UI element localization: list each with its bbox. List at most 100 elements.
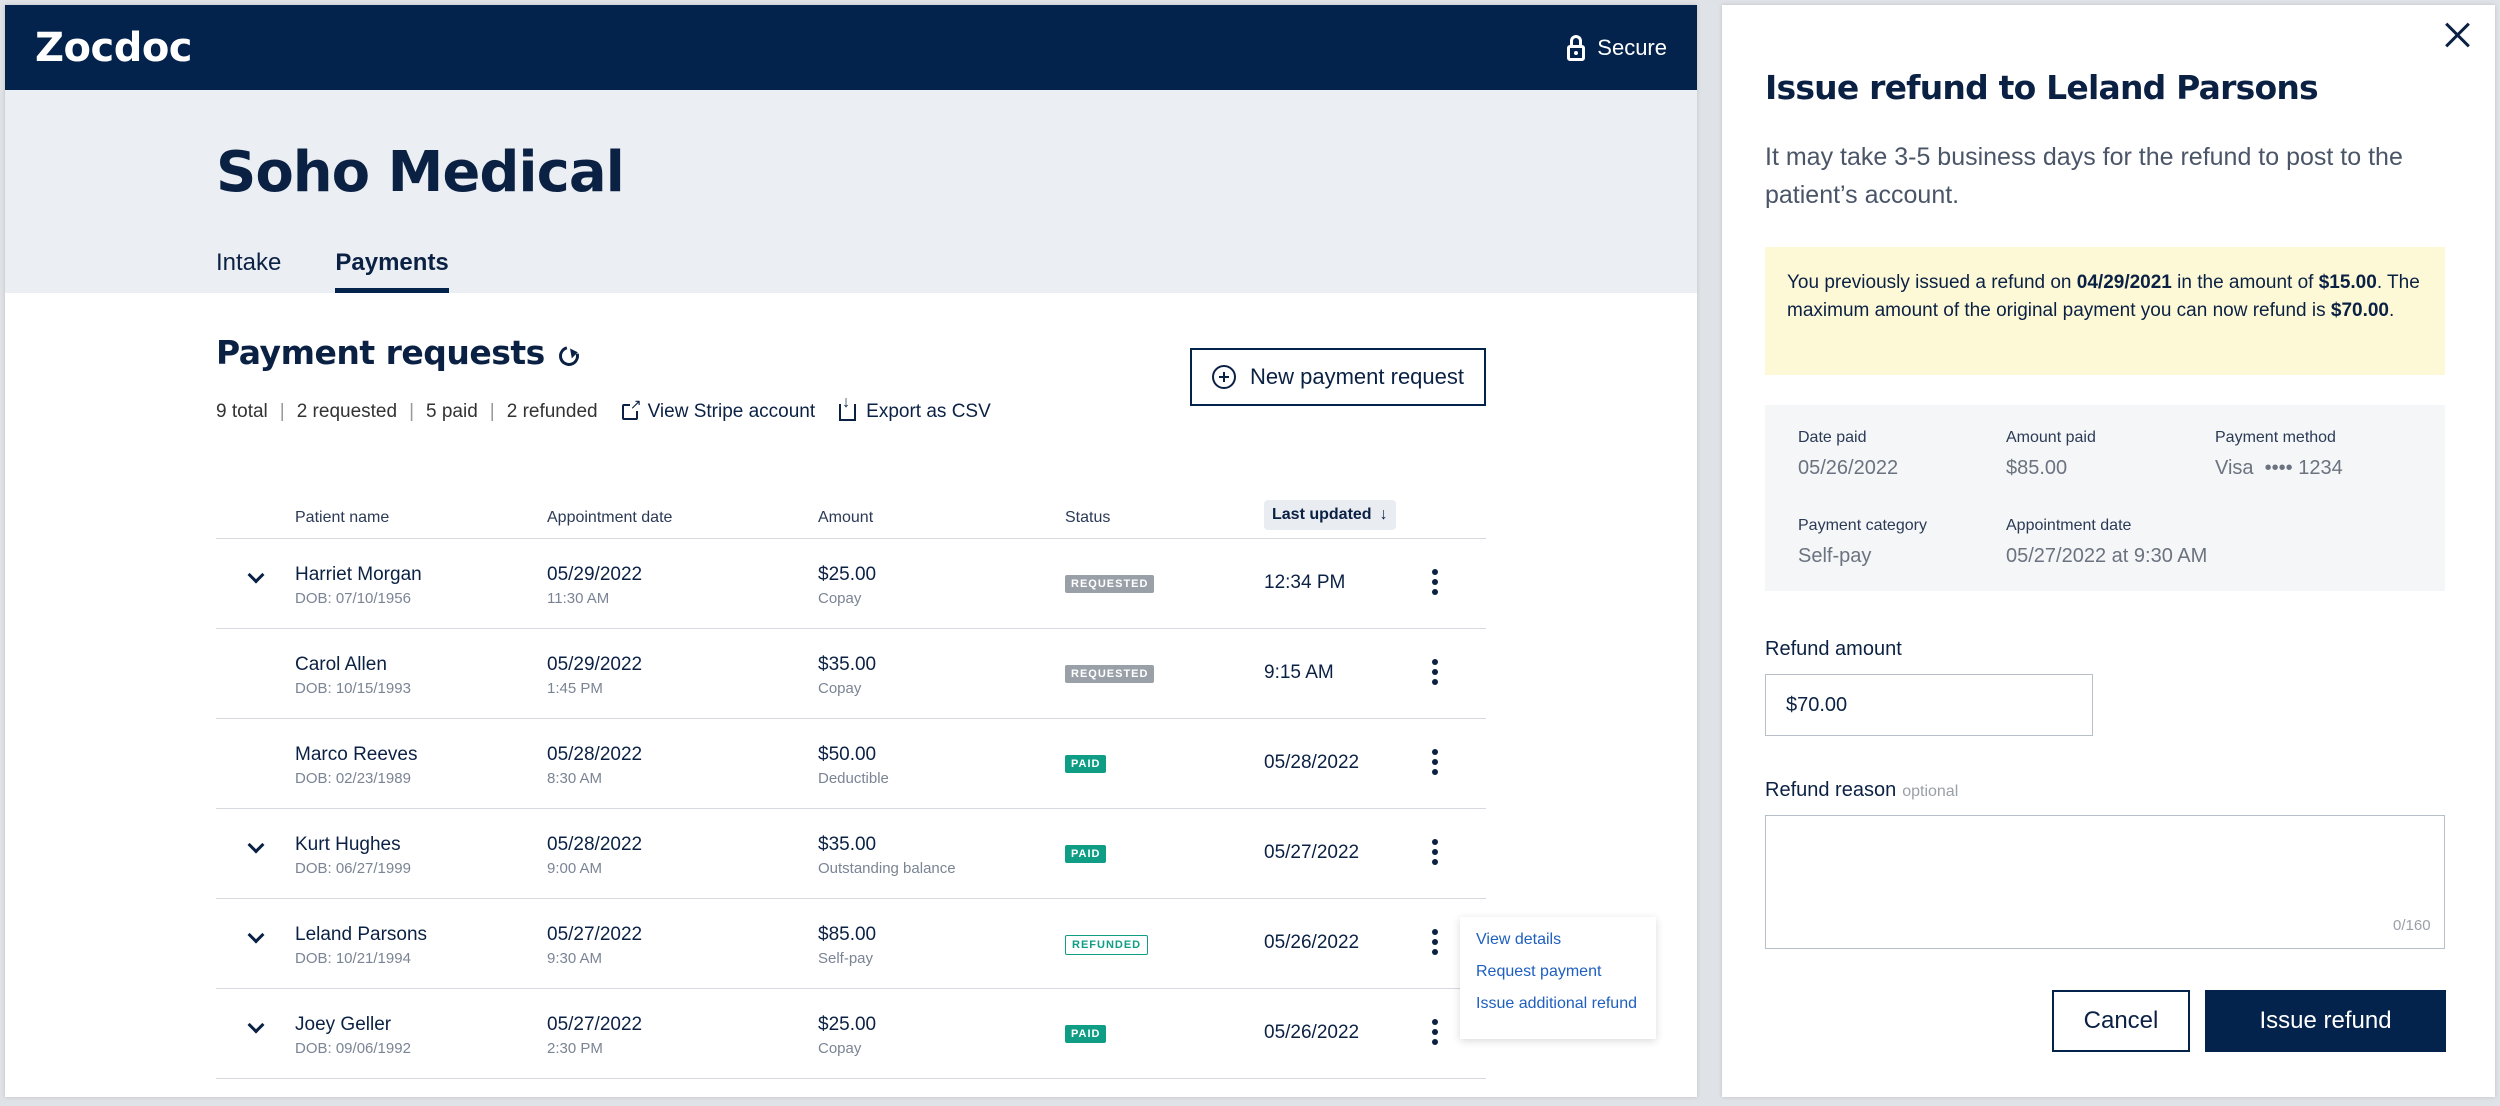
payment-summary: 9 total | 2 requested | 5 paid | 2 refun…: [216, 395, 991, 423]
amount: $25.00: [818, 564, 877, 585]
payment-category-value: Self-pay: [1798, 545, 1872, 567]
table-row[interactable]: Harriet Morgan DOB: 07/10/1956 05/29/202…: [216, 539, 1486, 629]
date-paid-group: Date paid 05/26/2022: [1798, 429, 1898, 480]
tab-intake[interactable]: Intake: [216, 249, 282, 276]
request-payment-menu-item[interactable]: Request payment: [1476, 963, 1602, 980]
appointment-date: 05/27/2022: [547, 924, 643, 945]
more-options-icon[interactable]: [1432, 569, 1438, 595]
payment-requests-header: Payment requests 9 total | 2 requested |…: [216, 293, 1486, 422]
patient-name: Leland Parsons: [295, 924, 428, 945]
top-bar: Zocdoc Secure: [5, 5, 1697, 90]
amount: $50.00: [818, 744, 877, 765]
column-header-patient[interactable]: Patient name: [295, 509, 390, 526]
appointment-date-value: 05/27/2022 at 9:30 AM: [2006, 545, 2208, 567]
export-csv-label: Export as CSV: [866, 401, 991, 422]
more-options-icon[interactable]: [1432, 659, 1438, 685]
date-paid-label: Date paid: [1798, 429, 1867, 446]
optional-hint: optional: [1902, 783, 1959, 800]
appointment-time: 1:45 PM: [547, 680, 603, 697]
payment-category: Copay: [818, 680, 862, 697]
refresh-icon[interactable]: [555, 341, 583, 370]
appointment-date: 05/27/2022: [547, 1014, 643, 1035]
status-badge: PAID: [1065, 845, 1107, 863]
date-paid-value: 05/26/2022: [1798, 457, 1899, 479]
refund-amount-input[interactable]: [1765, 674, 2093, 736]
patient-name: Harriet Morgan: [295, 564, 422, 585]
patient-dob: DOB: 10/21/1994: [295, 950, 411, 967]
more-options-icon[interactable]: [1432, 929, 1438, 955]
chevron-down-icon[interactable]: [247, 1016, 265, 1034]
last-updated: 05/26/2022: [1264, 1022, 1360, 1043]
column-header-appointment[interactable]: Appointment date: [547, 509, 673, 526]
refund-panel: Issue refund to Leland Parsons It may ta…: [1722, 5, 2495, 1097]
view-stripe-label: View Stripe account: [647, 401, 816, 422]
table-row[interactable]: Carol Allen DOB: 10/15/1993 05/29/2022 1…: [216, 629, 1486, 719]
amount: $85.00: [818, 924, 877, 945]
max-refund-amount: $70.00: [2330, 300, 2390, 321]
notice-text-end: .: [2389, 300, 2395, 321]
chevron-down-icon[interactable]: [247, 926, 265, 944]
status-badge: REFUNDED: [1065, 935, 1149, 955]
column-header-amount[interactable]: Amount: [818, 509, 874, 526]
zocdoc-logo[interactable]: Zocdoc: [35, 24, 193, 71]
view-stripe-link[interactable]: View Stripe account: [621, 397, 816, 423]
appointment-time: 9:30 AM: [547, 950, 603, 967]
last-updated: 05/28/2022: [1264, 752, 1360, 773]
last-updated: 05/26/2022: [1264, 932, 1360, 953]
lock-icon: [1567, 34, 1586, 61]
payment-requests-title: Payment requests: [216, 333, 545, 372]
close-icon[interactable]: [2443, 21, 2471, 49]
table-header: Patient name Appointment date Amount Sta…: [216, 493, 1486, 539]
column-header-status[interactable]: Status: [1065, 509, 1111, 526]
payment-method-label: Payment method: [2215, 429, 2336, 446]
appointment-time: 2:30 PM: [547, 1040, 603, 1057]
plus-circle-icon: [1212, 365, 1236, 389]
last-updated: 9:15 AM: [1264, 662, 1334, 683]
payments-content: Payment requests 9 total | 2 requested |…: [216, 293, 1486, 1079]
payment-category: Outstanding balance: [818, 860, 956, 877]
chevron-down-icon[interactable]: [247, 566, 265, 584]
separator: |: [279, 401, 285, 422]
issue-additional-refund-menu-item[interactable]: Issue additional refund: [1476, 995, 1637, 1012]
payment-method-value: Visa •••• 1234: [2215, 457, 2343, 479]
status-badge: REQUESTED: [1065, 575, 1155, 593]
table-row[interactable]: Marco Reeves DOB: 02/23/1989 05/28/2022 …: [216, 719, 1486, 809]
download-icon: [839, 395, 857, 421]
view-details-menu-item[interactable]: View details: [1476, 931, 1562, 948]
issue-refund-button[interactable]: Issue refund: [2205, 990, 2446, 1052]
more-options-icon[interactable]: [1432, 749, 1438, 775]
chevron-down-icon[interactable]: [247, 836, 265, 854]
total-count: 9 total: [216, 401, 268, 422]
refund-reason-label: Refund reason: [1765, 779, 1897, 801]
table-row[interactable]: Kurt Hughes DOB: 06/27/1999 05/28/2022 9…: [216, 809, 1486, 899]
refund-reason-label-group: Refund reason optional: [1765, 779, 1958, 802]
payments-app: Zocdoc Secure Soho Medical Intake Paymen…: [5, 5, 1697, 1097]
amount-paid-value: $85.00: [2006, 457, 2068, 479]
refund-amount-label: Refund amount: [1765, 638, 1902, 660]
table-row[interactable]: Joey Geller DOB: 09/06/1992 05/27/2022 2…: [216, 989, 1486, 1079]
cancel-button[interactable]: Cancel: [2052, 990, 2190, 1052]
previous-refund-notice: You previously issued a refund on 04/29/…: [1765, 247, 2445, 375]
appointment-date: 05/28/2022: [547, 834, 643, 855]
character-counter: 0/160: [2393, 917, 2431, 934]
payment-category: Self-pay: [818, 950, 874, 967]
more-options-icon[interactable]: [1432, 1019, 1438, 1045]
payment-details: Date paid 05/26/2022 Amount paid $85.00 …: [1765, 405, 2445, 591]
appointment-date: 05/28/2022: [547, 744, 643, 765]
separator: |: [409, 401, 414, 422]
paid-count: 5 paid: [426, 401, 478, 422]
new-payment-request-button[interactable]: New payment request: [1190, 348, 1486, 406]
refund-reason-input[interactable]: [1765, 815, 2445, 949]
patient-name: Kurt Hughes: [295, 834, 401, 855]
export-csv-link[interactable]: Export as CSV: [839, 395, 991, 423]
secure-indicator: Secure: [1567, 34, 1667, 61]
column-header-last-updated[interactable]: Last updated ↓: [1264, 500, 1396, 530]
tab-payments[interactable]: Payments: [335, 249, 449, 293]
payments-table: Patient name Appointment date Amount Sta…: [216, 493, 1486, 1079]
appointment-time: 11:30 AM: [547, 590, 610, 607]
payment-category-group: Payment category Self-pay: [1798, 517, 1927, 568]
appointment-date: 05/29/2022: [547, 564, 643, 585]
tab-bar: Intake Payments: [216, 249, 449, 293]
more-options-icon[interactable]: [1432, 839, 1438, 865]
table-row[interactable]: Leland Parsons DOB: 10/21/1994 05/27/202…: [216, 899, 1486, 989]
